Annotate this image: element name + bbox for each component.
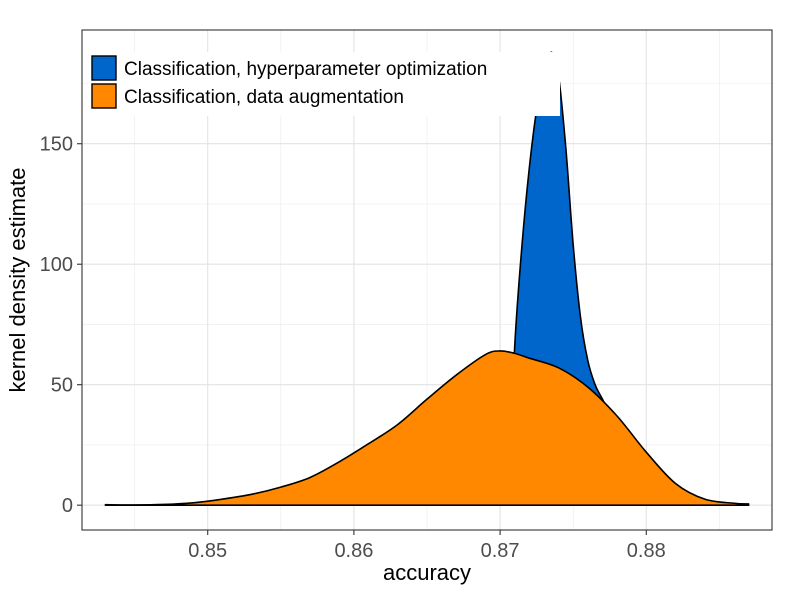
- y-axis-title: kernel density estimate: [5, 168, 30, 393]
- legend-label-1: Classification, hyperparameter optimizat…: [124, 59, 487, 80]
- legend: Classification, hyperparameter optimizat…: [90, 52, 560, 116]
- y-tick-label: 0: [62, 495, 73, 517]
- y-tick-label: 50: [51, 375, 73, 397]
- panel-border: [81, 29, 773, 531]
- x-tick-label: 0.88: [627, 540, 666, 562]
- x-tick-label: 0.86: [334, 540, 373, 562]
- x-tick-label: 0.87: [481, 540, 520, 562]
- legend-background: [90, 52, 560, 116]
- x-tick-label: 0.85: [188, 540, 227, 562]
- legend-label-2: Classification, data augmentation: [124, 87, 404, 108]
- x-axis-ticks: 0.85 0.86 0.87 0.88: [188, 530, 666, 562]
- y-tick-label: 150: [40, 134, 73, 156]
- y-axis-ticks: 0 50 100 150: [40, 134, 82, 517]
- y-tick-label: 100: [40, 254, 73, 276]
- legend-key-1: [91, 55, 117, 81]
- legend-key-2: [91, 83, 117, 109]
- density-area-series-2: [104, 350, 750, 506]
- x-axis-title: accuracy: [383, 560, 471, 585]
